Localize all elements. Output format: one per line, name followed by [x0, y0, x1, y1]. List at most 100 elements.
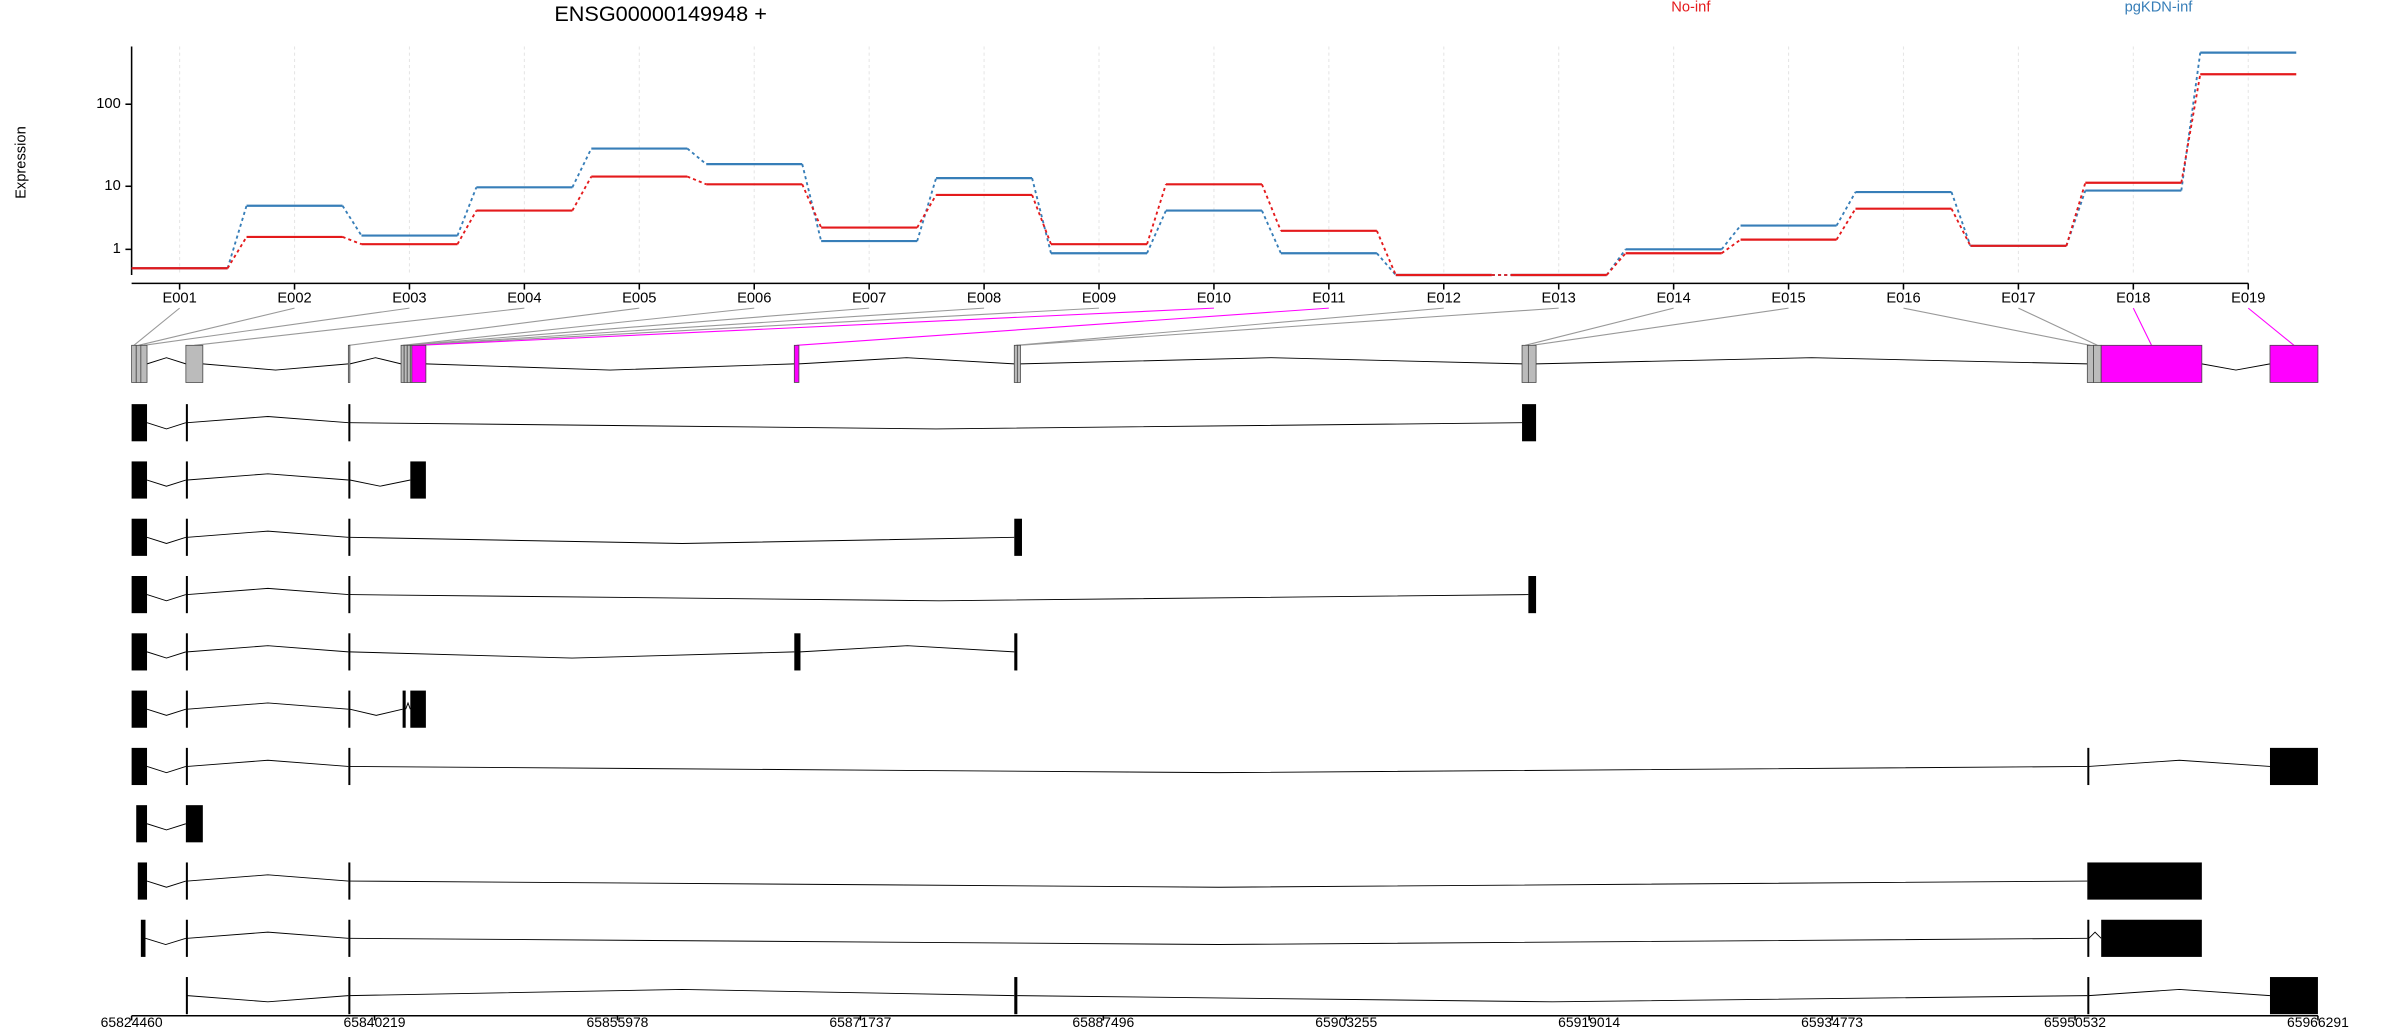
- level-connector: [686, 175, 707, 186]
- genome-tick-label: 65887496: [1072, 1014, 1134, 1030]
- genome-tick-label: 65934773: [1801, 1014, 1863, 1030]
- level-connector: [686, 147, 707, 165]
- bin-connector: [1015, 307, 1444, 346]
- transcript-exon: [410, 461, 426, 499]
- level-connector: [801, 163, 823, 242]
- exon-bin: [140, 344, 148, 383]
- intron: [146, 594, 187, 602]
- intron: [349, 988, 1015, 997]
- x-tick-label: E011: [1312, 291, 1345, 307]
- exon-bin: [411, 344, 427, 383]
- exon-bin: [347, 344, 351, 383]
- bin-connector: [418, 307, 1214, 346]
- transcript-exon: [2101, 919, 2202, 957]
- level-connector: [1376, 252, 1397, 276]
- level-connector: [1835, 208, 1857, 241]
- transcript-exon: [131, 690, 148, 728]
- genome-tick-label: 65855978: [586, 1014, 648, 1030]
- level-connector: [1950, 191, 1972, 247]
- y-axis-label: Expression: [14, 126, 30, 199]
- level-connector: [342, 236, 362, 246]
- intron: [146, 479, 187, 487]
- intron: [2088, 759, 2271, 767]
- intron: [146, 536, 187, 544]
- transcript-exon: [185, 805, 203, 843]
- transcript-exon: [136, 805, 148, 843]
- transcript-exon: [348, 862, 351, 900]
- intron: [146, 422, 187, 430]
- bin-connector: [2132, 307, 2153, 346]
- exon-bin: [406, 344, 411, 383]
- intron: [349, 651, 795, 659]
- level-connector: [456, 186, 478, 236]
- level-connector: [1031, 177, 1052, 254]
- level-connector: [1261, 210, 1282, 254]
- bin-connector: [1525, 307, 1674, 346]
- bin-connector: [796, 307, 1329, 346]
- transcript-exon: [1014, 977, 1018, 1015]
- x-tick-label: E016: [1886, 291, 1920, 307]
- transcript-exon: [348, 633, 351, 671]
- transcript-exon: [348, 977, 351, 1015]
- intron: [187, 587, 349, 596]
- transcript-exon: [131, 633, 148, 671]
- intron: [349, 708, 403, 716]
- intron: [146, 823, 187, 831]
- exon-bin: [2269, 344, 2319, 383]
- intron: [145, 937, 187, 946]
- level-connector: [1031, 194, 1052, 245]
- transcript-exon: [185, 862, 188, 900]
- intron: [146, 880, 187, 888]
- intron: [2088, 988, 2271, 997]
- transcript-exon: [185, 919, 188, 957]
- level-connector: [1146, 210, 1167, 254]
- transcript-exon: [348, 576, 351, 614]
- level-connector: [226, 205, 248, 269]
- legend-label: No-inf: [1671, 0, 1711, 16]
- intron: [349, 765, 2088, 774]
- intron: [2201, 363, 2271, 371]
- intron: [405, 701, 411, 710]
- bin-connector: [143, 307, 410, 346]
- exon-bin: [403, 344, 408, 383]
- genome-tick-label: 65950532: [2044, 1014, 2106, 1030]
- level-connector: [1606, 252, 1627, 276]
- bin-connector: [138, 307, 295, 346]
- genome-tick-label: 65966291: [2287, 1014, 2349, 1030]
- transcript-exon: [185, 747, 188, 786]
- intron: [1536, 357, 2088, 365]
- x-tick-label: E017: [2001, 291, 2035, 307]
- intron: [800, 645, 1015, 653]
- exon-bin: [2093, 344, 2102, 383]
- level-connector: [1605, 248, 1627, 276]
- transcript-exon: [185, 977, 188, 1015]
- intron: [146, 708, 187, 716]
- level-connector: [2065, 182, 2087, 247]
- transcript-exon: [348, 919, 351, 957]
- bin-connector: [1018, 307, 1559, 346]
- level-connector: [1261, 183, 1282, 232]
- y-tick-label: 10: [104, 178, 120, 194]
- y-tick-label: 100: [96, 96, 121, 112]
- x-tick-label: E010: [1197, 291, 1231, 307]
- x-tick-label: E002: [277, 291, 311, 307]
- x-tick-label: E019: [2231, 291, 2265, 307]
- exon-bin: [2100, 344, 2203, 383]
- transcript-exon: [348, 518, 351, 556]
- genome-tick-label: 65824460: [101, 1014, 163, 1030]
- intron: [187, 416, 349, 424]
- transcript-exon: [348, 461, 351, 499]
- transcript-exon: [402, 690, 406, 728]
- intron: [349, 594, 1529, 602]
- transcript-exon: [137, 862, 148, 900]
- intron: [146, 357, 187, 365]
- intron: [349, 536, 1015, 544]
- intron: [187, 931, 349, 939]
- bin-connector: [133, 307, 180, 346]
- transcript-exon: [348, 404, 351, 442]
- x-tick-label: E008: [967, 291, 1001, 307]
- level-connector: [801, 183, 823, 228]
- level-connector: [1835, 191, 1857, 227]
- transcript-exon: [185, 576, 188, 614]
